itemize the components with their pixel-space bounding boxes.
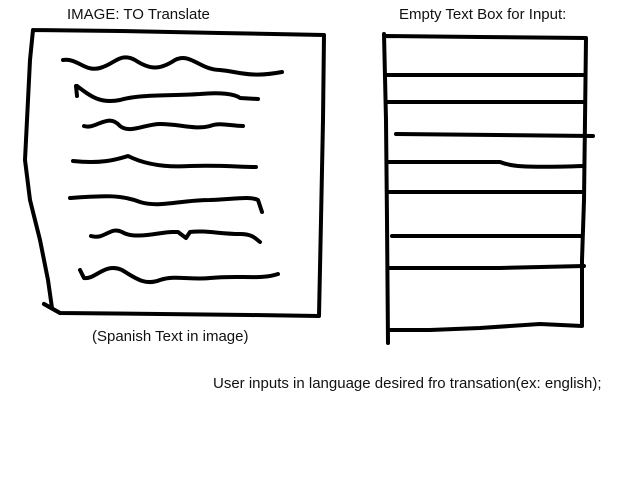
image-panel-title: IMAGE: TO Translate bbox=[67, 6, 210, 23]
text-scribble-5 bbox=[68, 194, 264, 214]
input-line-4 bbox=[386, 160, 586, 169]
image-panel-frame bbox=[23, 28, 326, 318]
text-scribble-2 bbox=[74, 84, 260, 103]
text-scribble-3 bbox=[82, 118, 245, 132]
text-scribble-1 bbox=[61, 55, 284, 77]
input-panel-frame bbox=[382, 32, 588, 345]
text-scribble-6 bbox=[89, 228, 262, 244]
image-panel-caption: (Spanish Text in image) bbox=[92, 328, 249, 345]
user-instruction: User inputs in language desired fro tran… bbox=[213, 375, 602, 392]
image-panel bbox=[23, 28, 326, 318]
input-line-7 bbox=[386, 264, 586, 270]
text-scribble-7 bbox=[78, 266, 280, 285]
input-panel-title: Empty Text Box for Input: bbox=[399, 6, 567, 23]
input-line-3 bbox=[394, 132, 595, 138]
text-scribble-4 bbox=[71, 154, 258, 169]
input-panel bbox=[382, 32, 595, 345]
image-panel-bottom-tail bbox=[42, 302, 62, 315]
